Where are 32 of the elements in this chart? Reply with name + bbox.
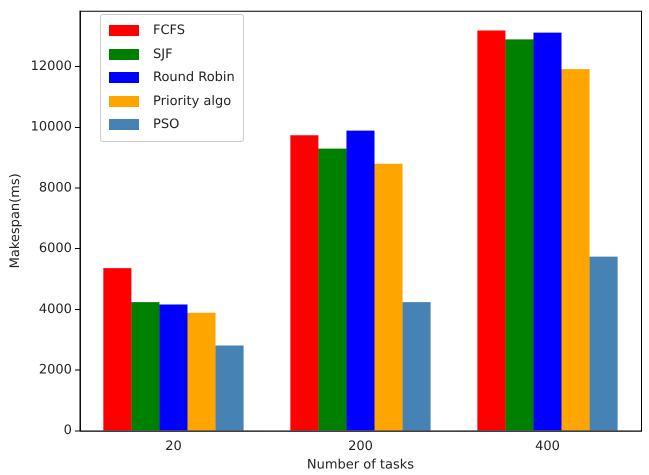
y-tick-label: 6000 xyxy=(38,241,72,256)
bar xyxy=(103,268,132,430)
bar xyxy=(159,304,188,430)
bar xyxy=(187,312,216,430)
x-tick-label: 20 xyxy=(165,438,182,454)
y-tick-label: 4000 xyxy=(38,302,72,317)
x-tick-label: 400 xyxy=(535,438,560,454)
x-axis-title: Number of tasks xyxy=(306,458,414,473)
bar xyxy=(590,256,618,430)
y-tick-label: 2000 xyxy=(38,362,72,378)
y-tick-label: 0 xyxy=(64,423,72,438)
legend-label: Round Robin xyxy=(153,70,235,86)
bar xyxy=(374,164,403,430)
bar xyxy=(290,135,318,430)
y-tick-label: 10000 xyxy=(30,120,72,135)
x-tick-label: 200 xyxy=(348,438,373,454)
bar xyxy=(346,130,375,430)
y-tick-label: 12000 xyxy=(30,59,72,74)
legend-label: SJF xyxy=(153,46,173,62)
y-axis-title: Makespan(ms) xyxy=(8,173,24,268)
bar xyxy=(562,69,590,430)
bar xyxy=(402,302,431,430)
bar xyxy=(505,39,534,430)
bar xyxy=(477,30,506,430)
y-tick-label: 8000 xyxy=(38,180,72,196)
bar xyxy=(318,148,346,430)
legend-label: Priority algo xyxy=(153,94,232,109)
bar xyxy=(216,346,244,430)
legend-label: FCFS xyxy=(153,23,186,38)
legend-label: PSO xyxy=(153,117,180,132)
bar xyxy=(131,302,160,430)
bar xyxy=(533,32,562,430)
